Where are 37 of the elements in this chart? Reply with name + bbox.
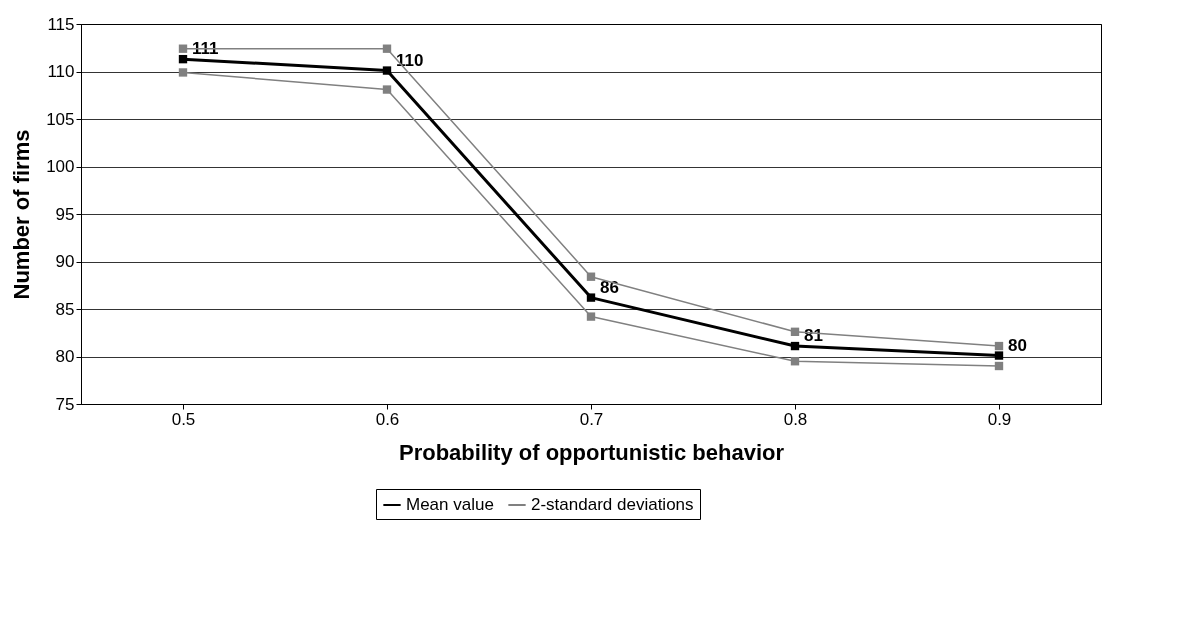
point bbox=[586, 312, 596, 321]
point bbox=[178, 68, 188, 77]
data-label: 86 bbox=[600, 277, 619, 297]
x-tick-label: 0.5 bbox=[171, 409, 196, 429]
point bbox=[382, 66, 392, 75]
data-label: 80 bbox=[1008, 335, 1027, 355]
y-tick-label: 95 bbox=[55, 204, 75, 224]
x-tick-label: 0.8 bbox=[783, 409, 808, 429]
data-label: 110 bbox=[396, 50, 424, 70]
y-tick-label: 110 bbox=[47, 62, 75, 81]
point bbox=[382, 85, 392, 94]
y-tick-label: 80 bbox=[55, 347, 75, 366]
point bbox=[994, 341, 1004, 351]
y-tick-label: 105 bbox=[46, 109, 75, 129]
point bbox=[790, 327, 800, 336]
x-tick-label: 0.9 bbox=[987, 409, 1012, 429]
data-label: 81 bbox=[804, 326, 823, 346]
y-axis-title: Number of firms bbox=[9, 129, 35, 300]
point bbox=[178, 44, 188, 53]
y-tick-label: 90 bbox=[55, 252, 75, 271]
point bbox=[994, 361, 1004, 371]
y-tick-label: 100 bbox=[46, 157, 75, 176]
x-tick-label: 0.6 bbox=[375, 409, 400, 429]
legend-label: Mean value bbox=[406, 495, 494, 514]
point bbox=[994, 351, 1004, 360]
x-axis-title: Probability of opportunistic behavior bbox=[398, 439, 785, 465]
point bbox=[790, 357, 800, 366]
y-tick-label: 75 bbox=[55, 394, 75, 414]
point bbox=[586, 272, 596, 281]
legend-label: 2-standard deviations bbox=[531, 495, 694, 514]
point bbox=[790, 341, 800, 351]
point bbox=[586, 293, 596, 302]
point bbox=[382, 44, 392, 53]
x-tick-label: 0.7 bbox=[579, 409, 604, 429]
y-tick-label: 85 bbox=[55, 299, 75, 319]
y-tick-label: 115 bbox=[47, 14, 75, 34]
point bbox=[178, 54, 188, 64]
